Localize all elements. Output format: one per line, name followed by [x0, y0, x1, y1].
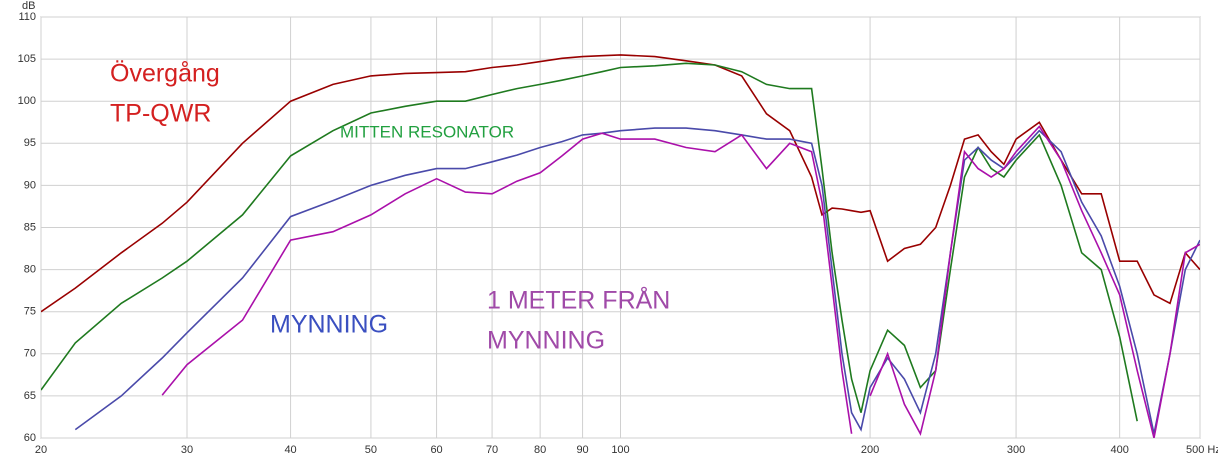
y-tick-label: 60 [24, 432, 36, 444]
series-line [41, 62, 1138, 422]
y-tick-label: 75 [24, 306, 36, 318]
x-tick-label: 80 [534, 444, 546, 456]
annotation: 1 METER FRÅN [487, 285, 670, 315]
x-tick-label: 90 [576, 444, 588, 456]
y-tick-label: 105 [18, 53, 36, 65]
annotation: MITTEN RESONATOR [340, 122, 514, 141]
y-tick-label: 90 [24, 179, 36, 191]
x-tick-label: 500 Hz [1186, 444, 1218, 456]
y-tick-label: 70 [24, 348, 36, 360]
y-tick-label: 100 [18, 95, 36, 107]
x-tick-label: 60 [430, 444, 442, 456]
x-tick-label: 20 [35, 444, 47, 456]
series-line [161, 125, 1200, 438]
x-tick-label: 200 [861, 444, 879, 456]
x-tick-label: 30 [181, 444, 193, 456]
annotation: MYNNING [487, 327, 605, 355]
y-tick-label: 95 [24, 137, 36, 149]
annotation: Övergång [110, 60, 220, 88]
x-tick-label: 50 [365, 444, 377, 456]
series-line [74, 127, 1200, 434]
annotation: MYNNING [270, 311, 388, 339]
y-tick-label: 80 [24, 264, 36, 276]
x-tick-label: 400 [1110, 444, 1128, 456]
x-tick-label: 40 [284, 444, 296, 456]
x-tick-label: 70 [486, 444, 498, 456]
y-tick-label: 65 [24, 390, 36, 402]
x-tick-label: 100 [611, 444, 629, 456]
y-axis-label: dB [22, 0, 35, 12]
x-tick-label: 300 [1007, 444, 1025, 456]
y-tick-label: 110 [18, 11, 36, 23]
annotation: TP-QWR [110, 100, 211, 128]
y-tick-label: 85 [24, 221, 36, 233]
